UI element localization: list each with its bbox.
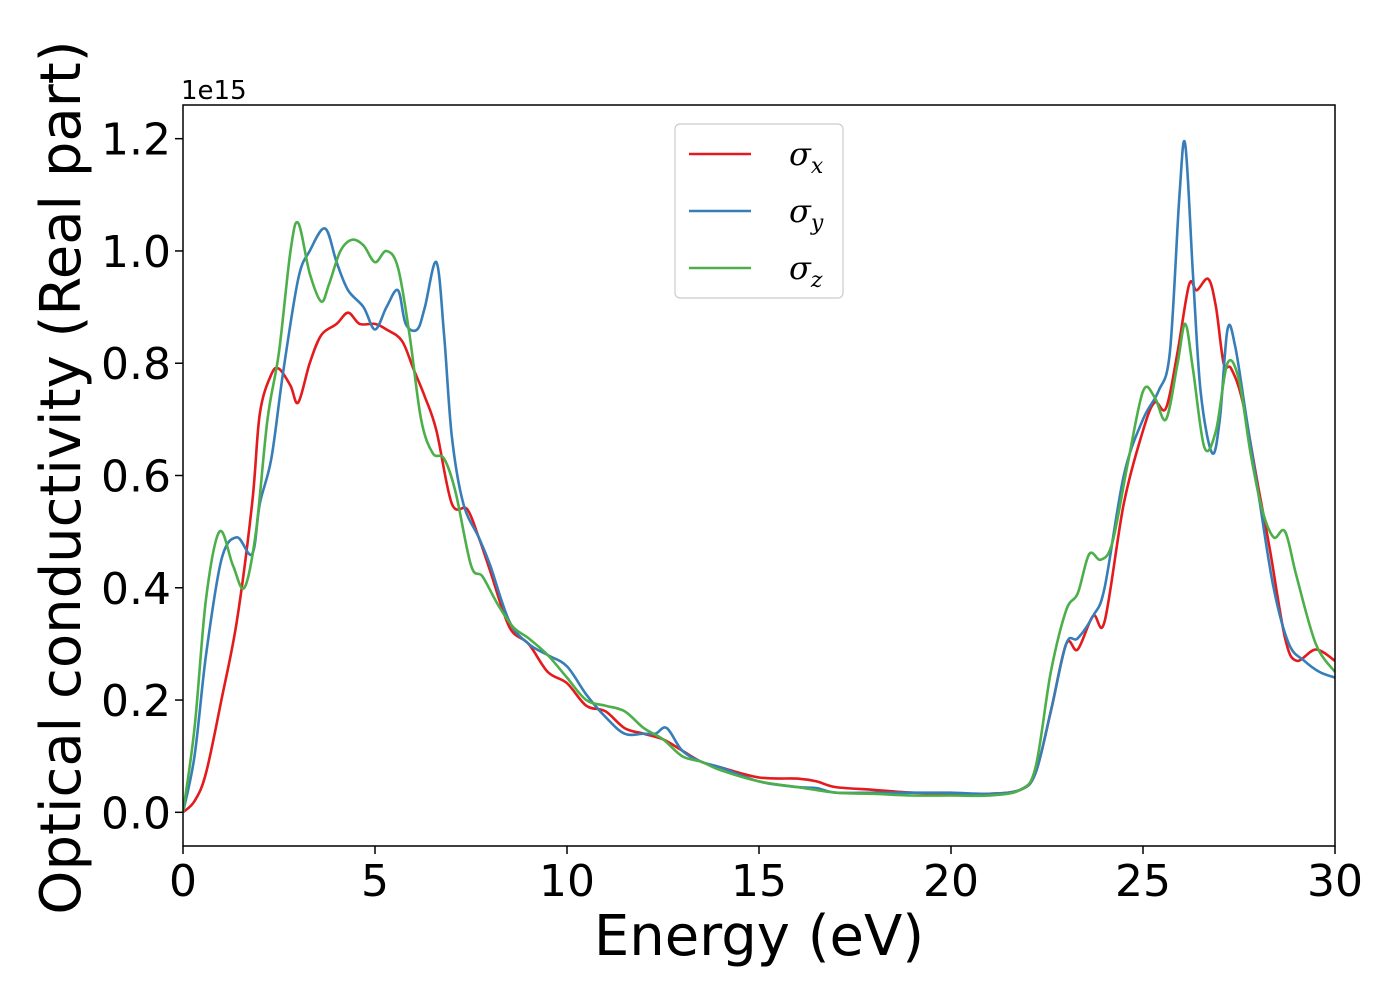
legend-item-x: σx [689, 135, 824, 179]
y-axis-label: Optical conductivity (Real part) [29, 40, 94, 914]
x-tick-label: 15 [731, 856, 787, 907]
legend-item-y: σy [689, 192, 824, 236]
y-tick-label: 1.0 [101, 227, 171, 278]
y-tick-label: 0.2 [101, 676, 171, 727]
x-axis-label: Energy (eV) [594, 904, 924, 969]
x-tick-label: 10 [539, 856, 595, 907]
x-tick-label: 5 [361, 856, 389, 907]
legend: σx σy σz [674, 123, 844, 299]
series-line-x [183, 277, 1335, 814]
x-tick-label: 20 [923, 856, 979, 907]
y-tick-label: 0.8 [101, 339, 171, 390]
legend-label: σz [789, 249, 823, 293]
y-tick-label: 0.6 [101, 452, 171, 503]
legend-item-z: σz [689, 249, 823, 293]
y-tick-label: 0.4 [101, 564, 171, 615]
x-tick-label: 25 [1115, 856, 1171, 907]
legend-label: σy [789, 192, 824, 236]
y-tick-label: 0.0 [101, 788, 171, 839]
legend-box [674, 123, 844, 299]
series-line-z [183, 220, 1335, 813]
y-tick-label: 1.2 [101, 115, 171, 166]
legend-label: σx [789, 135, 824, 179]
x-tick-label: 30 [1307, 856, 1363, 907]
ticks-layer: 0 5 10 15 20 25 30 0.0 0.2 0.4 0.6 0.8 1.0 1.2 [101, 115, 1363, 907]
series-layer [183, 140, 1335, 814]
y-offset-label: 1e15 [181, 76, 247, 106]
x-tick-label: 0 [169, 856, 197, 907]
